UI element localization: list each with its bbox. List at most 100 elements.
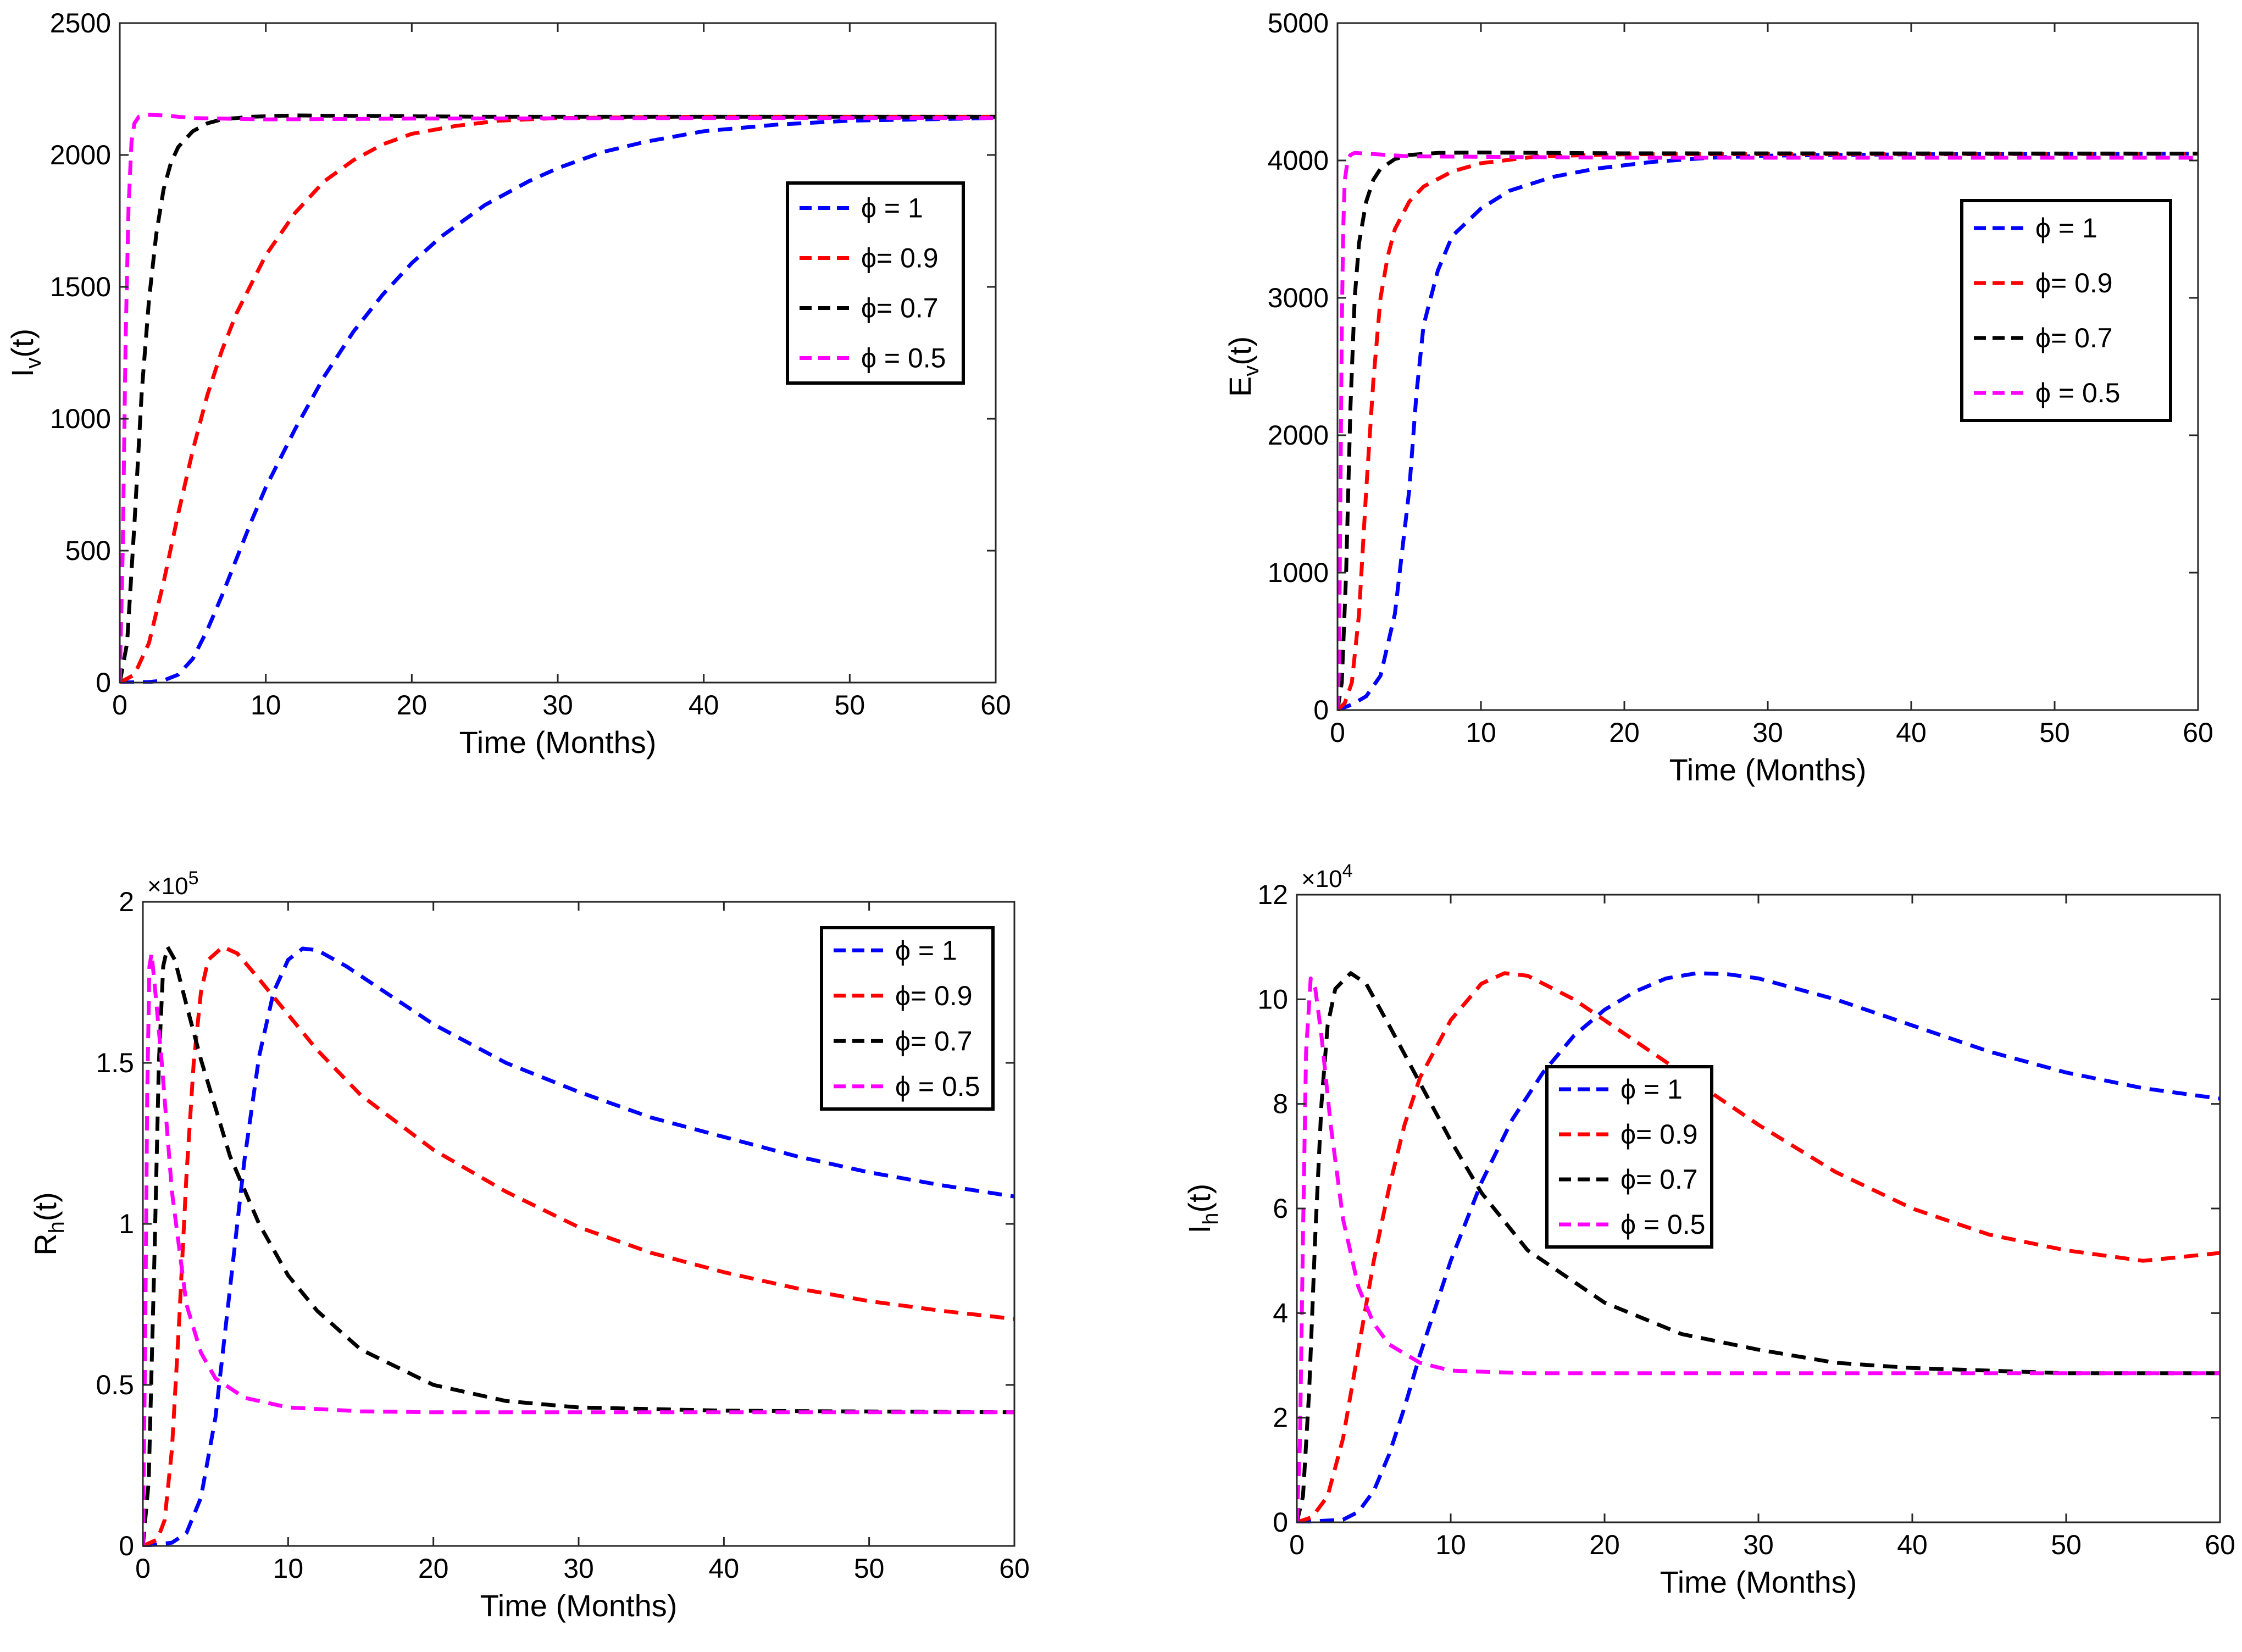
legend-label-iv-0: ϕ = 1 bbox=[861, 193, 923, 224]
y-tick-label-ev-2: 2000 bbox=[1268, 420, 1329, 451]
legend-label-ih-3: ϕ = 0.5 bbox=[1621, 1209, 1706, 1240]
x-tick-label-ev-6: 60 bbox=[2183, 717, 2213, 748]
y-tick-label-iv-1: 500 bbox=[65, 535, 111, 566]
legend-ih: ϕ = 1 ϕ= 0.9 ϕ= 0.7 ϕ = 0.5 bbox=[1545, 1065, 1713, 1249]
y-tick-label-rh-3: 1.5 bbox=[96, 1047, 134, 1078]
y-tick-label-ev-3: 3000 bbox=[1268, 282, 1329, 313]
x-axis-label-rh: Time (Months) bbox=[480, 1588, 678, 1623]
x-tick-label-rh-2: 20 bbox=[418, 1553, 449, 1584]
legend-box-ih bbox=[1545, 1065, 1713, 1249]
y-axis-label-main: I bbox=[1182, 1225, 1217, 1234]
axis-multiplier-base: ×10 bbox=[147, 873, 188, 900]
x-tick-label-iv-2: 20 bbox=[397, 690, 428, 720]
legend-label-rh-0: ϕ = 1 bbox=[895, 935, 957, 966]
series-line-ih-1 bbox=[1297, 971, 2220, 1523]
chart-panel-ev: 0 10 20 30 40 50 60 0 1000 2000 3000 4000 5000 Time (… bbox=[1223, 8, 2213, 787]
y-tick-label-ih-3: 6 bbox=[1273, 1193, 1288, 1224]
legend-box-iv bbox=[786, 181, 965, 385]
x-axis-label-ih: Time (Months) bbox=[1660, 1565, 1857, 1599]
y-tick-label-ih-4: 8 bbox=[1273, 1089, 1288, 1119]
y-tick-label-ev-5: 5000 bbox=[1268, 8, 1329, 38]
x-tick-label-ih-0: 0 bbox=[1289, 1529, 1305, 1560]
axis-multiplier-exp: 5 bbox=[188, 868, 199, 889]
series-line-iv-1 bbox=[120, 114, 996, 684]
x-tick-label-iv-0: 0 bbox=[112, 690, 127, 720]
y-tick-label-ih-1: 2 bbox=[1273, 1402, 1288, 1433]
y-axis-label-main: I bbox=[5, 369, 40, 378]
x-tick-label-ih-5: 50 bbox=[2051, 1529, 2082, 1560]
y-tick-label-ev-1: 1000 bbox=[1268, 557, 1329, 588]
legend-label-rh-1: ϕ= 0.9 bbox=[895, 980, 973, 1011]
y-axis-label-tail: (t) bbox=[5, 329, 40, 358]
y-axis-label-tail: (t) bbox=[1223, 336, 1257, 365]
y-tick-label-rh-1: 0.5 bbox=[96, 1370, 134, 1400]
series-line-ev-2 bbox=[1338, 151, 2198, 711]
legend-label-iv-1: ϕ= 0.9 bbox=[861, 243, 939, 274]
series-line-ev-1 bbox=[1338, 152, 2198, 711]
y-tick-label-ev-0: 0 bbox=[1313, 695, 1329, 725]
x-tick-label-ev-1: 10 bbox=[1466, 717, 1496, 748]
series-line-rh-2 bbox=[143, 945, 1014, 1546]
series-line-iv-2 bbox=[120, 113, 996, 683]
x-tick-label-iv-5: 50 bbox=[835, 690, 865, 720]
y-axis-label-ih: Ih(t) bbox=[1182, 1184, 1223, 1234]
legend-rh: ϕ = 1 ϕ= 0.9 ϕ= 0.7 ϕ = 0.5 bbox=[820, 926, 995, 1111]
y-axis-label-main: R bbox=[28, 1233, 63, 1255]
x-axis-label-ev: Time (Months) bbox=[1669, 752, 1867, 787]
x-tick-label-ih-1: 10 bbox=[1435, 1529, 1466, 1560]
x-tick-label-ev-3: 30 bbox=[1752, 717, 1783, 748]
y-axis-label-main: E bbox=[1223, 376, 1257, 397]
x-tick-label-iv-1: 10 bbox=[251, 690, 281, 720]
x-tick-label-iv-6: 60 bbox=[980, 690, 1011, 720]
axis-multiplier-exp: 4 bbox=[1342, 861, 1353, 882]
x-tick-label-ih-2: 20 bbox=[1589, 1529, 1620, 1560]
x-tick-label-rh-5: 50 bbox=[854, 1553, 885, 1584]
series-line-ih-0 bbox=[1297, 971, 2220, 1523]
legend-label-rh-2: ϕ= 0.7 bbox=[895, 1025, 973, 1056]
chart-panel-ih: 0 10 20 30 40 50 60 0 2 4 6 8 10 12 Time (Months) Ih(t)… bbox=[1182, 861, 2235, 1599]
series-line-iv-0 bbox=[120, 116, 996, 684]
axes-box-ih bbox=[1296, 894, 2221, 1523]
series-line-iv-3 bbox=[120, 113, 996, 683]
legend-box-rh bbox=[820, 926, 995, 1111]
x-tick-label-ev-2: 20 bbox=[1609, 717, 1640, 748]
y-tick-label-ih-2: 4 bbox=[1273, 1298, 1288, 1328]
legend-label-ev-3: ϕ = 0.5 bbox=[2035, 378, 2121, 408]
legend-label-iv-3: ϕ = 0.5 bbox=[861, 343, 946, 374]
legend-label-iv-2: ϕ= 0.7 bbox=[861, 293, 939, 324]
x-tick-label-rh-4: 40 bbox=[709, 1553, 740, 1584]
y-tick-label-iv-3: 1500 bbox=[50, 271, 111, 302]
legend-label-ev-2: ϕ= 0.7 bbox=[2035, 323, 2113, 353]
series-line-ih-3 bbox=[1297, 976, 2220, 1523]
y-tick-label-rh-2: 1 bbox=[119, 1208, 134, 1239]
y-axis-label-sub: h bbox=[45, 1221, 69, 1233]
x-tick-label-rh-0: 0 bbox=[135, 1553, 151, 1584]
series-line-rh-3 bbox=[143, 951, 1014, 1546]
x-tick-label-rh-6: 60 bbox=[999, 1553, 1030, 1584]
y-tick-label-ih-6: 12 bbox=[1257, 879, 1288, 910]
y-tick-label-iv-2: 1000 bbox=[50, 403, 111, 434]
x-tick-label-ev-0: 0 bbox=[1330, 717, 1345, 748]
y-tick-label-rh-4: 2 bbox=[119, 886, 134, 917]
y-axis-label-tail: (t) bbox=[1182, 1184, 1217, 1213]
y-axis-label-sub: v bbox=[1239, 365, 1263, 376]
axis-multiplier-ih: ×104 bbox=[1301, 861, 1353, 892]
x-tick-label-ih-6: 60 bbox=[2205, 1529, 2235, 1560]
y-tick-label-iv-0: 0 bbox=[96, 667, 111, 698]
y-axis-label-sub: v bbox=[21, 358, 46, 369]
series-line-rh-0 bbox=[143, 946, 1014, 1547]
x-tick-label-ev-4: 40 bbox=[1896, 717, 1927, 748]
legend-label-rh-3: ϕ = 0.5 bbox=[895, 1071, 980, 1102]
x-tick-label-iv-3: 30 bbox=[542, 690, 573, 720]
y-tick-label-ih-0: 0 bbox=[1273, 1507, 1288, 1538]
legend-label-ih-2: ϕ= 0.7 bbox=[1621, 1164, 1698, 1195]
y-tick-label-iv-4: 2000 bbox=[50, 140, 111, 170]
legend-label-ih-0: ϕ = 1 bbox=[1621, 1074, 1683, 1105]
y-axis-label-iv: Iv(t) bbox=[5, 329, 46, 377]
series-line-ih-2 bbox=[1297, 971, 2220, 1523]
legend-label-ev-1: ϕ= 0.9 bbox=[2035, 268, 2113, 298]
legend-box-ev bbox=[1960, 199, 2172, 422]
chart-panel-iv: 0 10 20 30 40 50 60 0 500 1000 1500 2000 2500 Time (M… bbox=[5, 8, 1011, 760]
axis-multiplier-rh: ×105 bbox=[147, 868, 199, 900]
x-tick-label-rh-1: 10 bbox=[273, 1553, 304, 1584]
